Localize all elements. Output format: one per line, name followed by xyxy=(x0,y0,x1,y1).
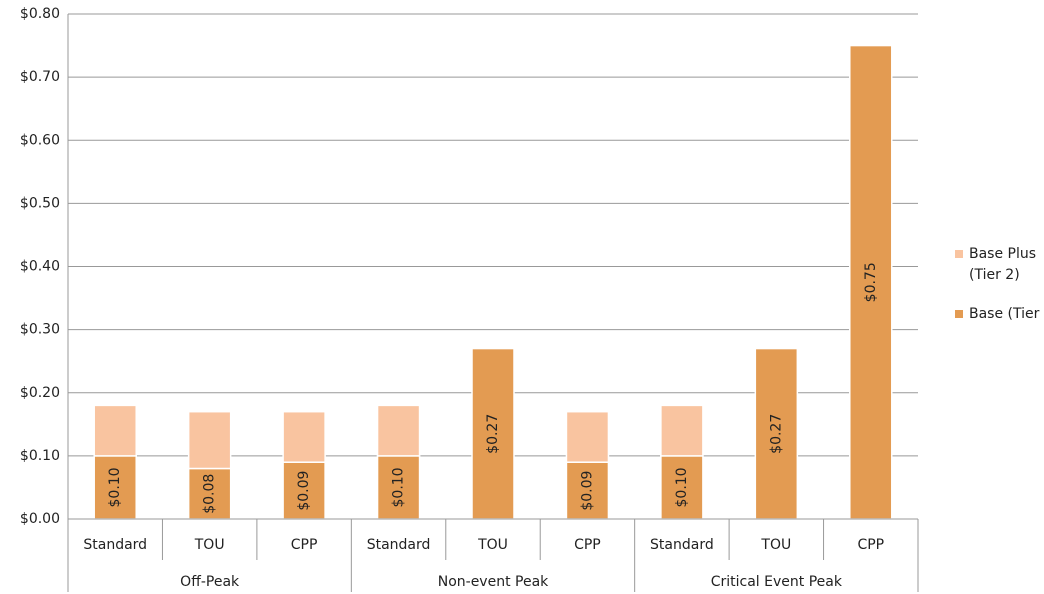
value-label: $0.09 xyxy=(296,471,312,511)
bar-segment xyxy=(282,410,326,463)
x-tick-label: Standard xyxy=(367,537,431,553)
legend-item: Base Plus (Tier 2) xyxy=(955,244,1044,286)
y-tick-label: $0.70 xyxy=(20,69,60,85)
bar-segment xyxy=(376,404,421,457)
legend: Base Plus (Tier 2) Base (Tier 1) xyxy=(955,244,1044,343)
group-label: Off-Peak xyxy=(180,574,240,590)
bar-segment xyxy=(565,410,610,463)
value-label: $0.10 xyxy=(674,467,690,507)
bar-segment xyxy=(660,404,704,457)
x-tick-label: CPP xyxy=(574,537,601,553)
bar-segment xyxy=(376,455,421,520)
x-tick-label: TOU xyxy=(760,537,791,553)
y-tick-label: $0.30 xyxy=(20,322,60,338)
y-tick-label: $0.40 xyxy=(20,259,60,275)
legend-label: Base (Tier 1) xyxy=(969,306,1044,322)
bar-segment xyxy=(565,461,610,520)
legend-item: Base (Tier 1) xyxy=(955,304,1044,325)
x-tick-label: CPP xyxy=(857,537,884,553)
bar-segment xyxy=(93,404,137,457)
value-label: $0.75 xyxy=(863,262,879,302)
bar-segment xyxy=(471,347,515,520)
group-label: Critical Event Peak xyxy=(711,574,843,590)
x-tick-label: TOU xyxy=(477,537,508,553)
x-tick-label: Standard xyxy=(650,537,714,553)
x-tick-label: TOU xyxy=(194,537,225,553)
y-tick-label: $0.80 xyxy=(20,6,60,22)
group-label: Non-event Peak xyxy=(438,574,549,590)
y-tick-label: $0.20 xyxy=(20,385,60,401)
value-label: $0.27 xyxy=(768,414,784,454)
legend-swatch xyxy=(955,250,963,258)
value-label: $0.08 xyxy=(202,474,218,514)
x-tick-label: CPP xyxy=(291,537,318,553)
value-label: $0.27 xyxy=(485,414,501,454)
legend-swatch xyxy=(955,310,963,318)
x-tick-label: Standard xyxy=(83,537,147,553)
bar-segment xyxy=(660,455,704,520)
y-tick-label: $0.60 xyxy=(20,132,60,148)
y-tick-label: $0.00 xyxy=(20,511,60,527)
legend-label: Base Plus (Tier 2) xyxy=(969,246,1037,283)
bar-segment xyxy=(187,410,232,470)
y-tick-label: $0.10 xyxy=(20,448,60,464)
value-label: $0.10 xyxy=(107,467,123,507)
y-tick-label: $0.50 xyxy=(20,195,60,211)
value-label: $0.09 xyxy=(579,471,595,511)
bar-segment xyxy=(849,44,893,520)
value-label: $0.10 xyxy=(391,467,407,507)
